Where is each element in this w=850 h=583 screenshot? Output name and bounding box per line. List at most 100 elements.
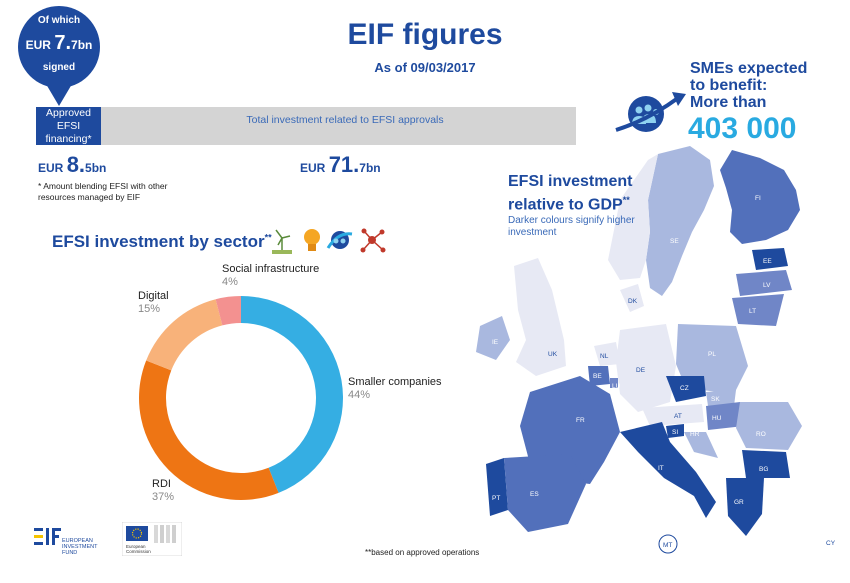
label-cz: CZ <box>680 385 689 392</box>
label-bg: BG <box>759 466 768 473</box>
label-lv: LV <box>763 282 771 289</box>
country-ro <box>736 402 802 450</box>
label-lu: LU <box>612 383 621 390</box>
page-title: EIF figures <box>347 18 503 51</box>
country-dk <box>620 284 644 312</box>
gdp-title-line2: relative to GDP <box>508 196 623 214</box>
country-lv <box>736 270 792 296</box>
country-hr <box>684 432 718 458</box>
label-cy: CY <box>826 540 836 547</box>
slice-percent: 44% <box>348 389 371 401</box>
label-es: ES <box>530 491 539 498</box>
slice-label-smaller-companies: Smaller companies 44% <box>348 376 442 402</box>
label-fr: FR <box>576 417 585 424</box>
approved-currency: EUR <box>38 161 64 175</box>
approved-operations-footnote: **based on approved operations <box>365 548 480 557</box>
country-ie <box>476 316 510 360</box>
approved-amount-small: 5bn <box>85 161 107 175</box>
amount-footnote: * Amount blending EFSI with other resour… <box>38 181 168 202</box>
label-ee: EE <box>763 258 772 265</box>
sme-arrow-icon <box>326 231 353 249</box>
sector-title-mark: ** <box>264 232 272 243</box>
signed-badge-of-which: Of which <box>37 15 81 26</box>
label-dk: DK <box>628 298 638 305</box>
wind-turbine-icon <box>272 229 292 254</box>
sme-callout: SMEs expected to benefit: More than <box>690 60 807 111</box>
country-no <box>608 154 658 280</box>
eif-logo <box>34 528 61 545</box>
label-uk: UK <box>548 351 558 358</box>
label-nl: NL <box>600 353 609 360</box>
approved-financing-label: Approved EFSI financing* <box>45 106 92 145</box>
gdp-subtitle: Darker colours signify higher investment <box>508 215 635 238</box>
total-amount: EUR 71.7bn <box>300 152 381 178</box>
label-hr: HR <box>690 431 700 438</box>
signed-badge-pointer <box>46 84 72 106</box>
total-investment-label: Total investment related to EFSI approva… <box>246 114 444 126</box>
signed-badge <box>18 6 100 88</box>
country-lt <box>732 294 784 326</box>
sme-line2: to benefit: <box>690 77 768 94</box>
label-at: AT <box>674 413 682 420</box>
approved-amount: EUR 8.5bn <box>38 152 106 178</box>
as-of-date: As of 09/03/2017 <box>374 60 476 75</box>
donut-slice-smaller-companies <box>241 296 344 493</box>
country-fi <box>720 150 800 244</box>
country-bg <box>742 450 790 478</box>
label-lt: LT <box>749 308 756 315</box>
label-de: DE <box>636 367 646 374</box>
label-mt: MT <box>663 542 672 549</box>
total-investment-bar <box>36 107 576 145</box>
slice-name: Smaller companies <box>348 376 442 388</box>
slice-name: Digital <box>138 290 169 302</box>
network-icon <box>360 228 386 253</box>
sector-title-text: EFSI investment by sector <box>52 232 265 251</box>
donut-slices <box>138 296 344 500</box>
sme-number: 403 000 <box>688 112 797 145</box>
sme-people-arrow-icon <box>615 92 686 132</box>
country-se <box>646 146 714 296</box>
country-pt <box>486 458 508 516</box>
eif-logo-text: EUROPEAN INVESTMENT FUND <box>62 538 98 556</box>
country-sk <box>706 390 736 406</box>
country-ee <box>752 248 788 270</box>
total-currency: EUR <box>300 161 326 175</box>
label-it: IT <box>658 465 664 472</box>
country-de <box>616 324 676 412</box>
label-se: SE <box>670 238 679 245</box>
slice-percent: 15% <box>138 303 161 315</box>
sme-line3: More than <box>690 94 767 111</box>
signed-badge-amount-big: 7. <box>54 32 72 54</box>
country-mt <box>658 534 678 554</box>
country-be <box>588 366 610 386</box>
sector-title: EFSI investment by sector** <box>52 232 272 252</box>
europe-map: FI SE EE LV LT DK IE UK NL BE LU DE PL C… <box>476 146 836 554</box>
slice-name: RDI <box>152 478 171 490</box>
label-be: BE <box>593 373 602 380</box>
country-nl <box>594 342 620 366</box>
lightbulb-icon <box>304 229 320 251</box>
label-sk: SK <box>711 396 720 403</box>
slice-percent: 37% <box>152 491 175 503</box>
ec-logo-text: European Commission <box>126 544 151 554</box>
label-ie: IE <box>492 339 499 346</box>
slice-name: Social infrastructure <box>222 263 320 275</box>
country-es <box>504 454 586 532</box>
label-gr: GR <box>734 499 744 506</box>
label-hu: HU <box>712 415 722 422</box>
slice-label-digital: Digital 15% <box>138 290 169 316</box>
donut-slice-rdi <box>138 360 279 500</box>
country-hu <box>706 402 744 430</box>
sector-donut-chart <box>138 296 344 500</box>
signed-badge-amount: EUR 7.7bn <box>18 32 100 55</box>
signed-badge-signed: signed <box>42 62 76 73</box>
gdp-title-line1: EFSI investment <box>508 173 633 190</box>
country-cz <box>666 376 706 402</box>
gdp-title: EFSI investment relative to GDP** <box>508 172 632 214</box>
total-amount-small: 7bn <box>359 161 381 175</box>
label-fi: FI <box>755 195 761 202</box>
sector-icons <box>272 228 386 254</box>
approved-financing-bar: Approved EFSI financing* <box>36 107 101 145</box>
country-uk <box>514 258 566 376</box>
slice-label-rdi: RDI 37% <box>152 478 174 504</box>
